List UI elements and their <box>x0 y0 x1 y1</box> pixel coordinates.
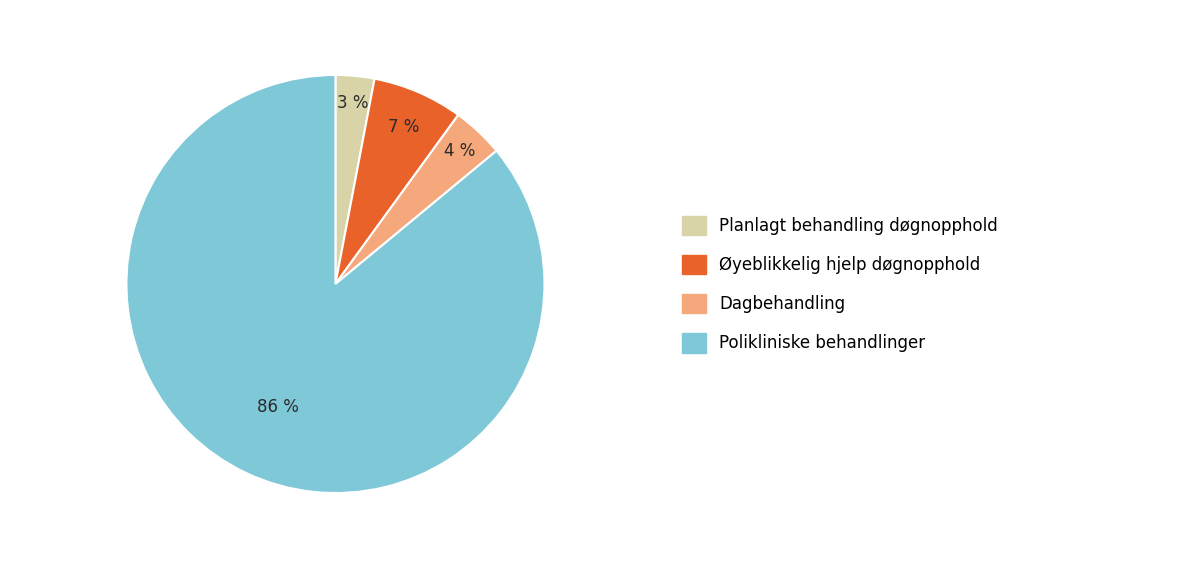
Wedge shape <box>335 75 375 284</box>
Text: 3 %: 3 % <box>337 94 368 112</box>
Text: 86 %: 86 % <box>256 398 298 416</box>
Wedge shape <box>335 79 459 284</box>
Wedge shape <box>335 115 496 284</box>
Text: 7 %: 7 % <box>388 118 419 136</box>
Legend: Planlagt behandling døgnopphold, Øyeblikkelig hjelp døgnopphold, Dagbehandling, : Planlagt behandling døgnopphold, Øyeblik… <box>682 215 998 353</box>
Text: 4 %: 4 % <box>444 143 476 160</box>
Wedge shape <box>127 75 544 493</box>
